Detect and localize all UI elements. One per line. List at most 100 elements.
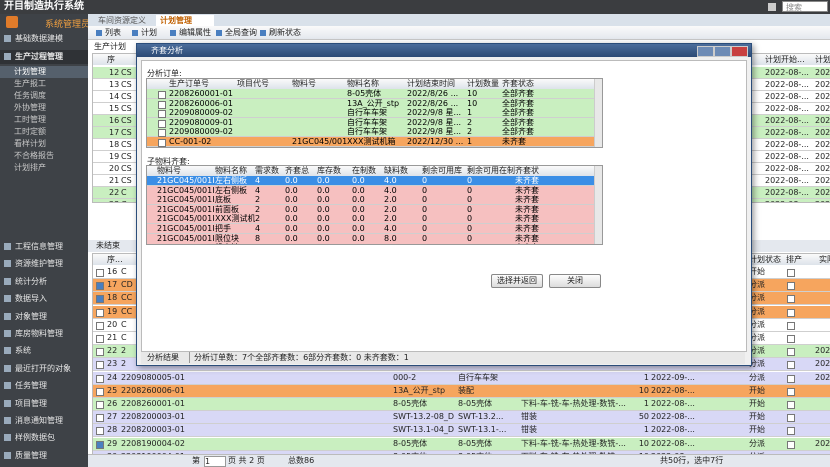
row-checkbox[interactable]: [158, 91, 166, 99]
schedule-checkbox[interactable]: [787, 440, 795, 449]
cell: 0: [422, 195, 428, 205]
row-checkbox[interactable]: [96, 453, 104, 454]
grid-row: 25 2208260006-01 13A_公开_stp 装配 10 2022-08-...…: [93, 384, 830, 398]
row-checkbox[interactable]: [158, 110, 166, 119]
table-row[interactable]: 2209080009-02 自行车车架 2022/9/8 星... 1 全部齐套: [147, 108, 594, 119]
cell: 未齐套: [515, 214, 539, 224]
row-checkbox[interactable]: [96, 348, 104, 357]
menu-item[interactable]: 任务管理: [0, 379, 88, 393]
toolbar-button[interactable]: 计划: [132, 27, 157, 39]
submenu-item[interactable]: 看样计划: [14, 139, 46, 148]
schedule-checkbox[interactable]: [787, 348, 795, 357]
row-checkbox[interactable]: [96, 361, 104, 370]
row-checkbox[interactable]: [96, 321, 104, 330]
schedule-checkbox[interactable]: [787, 401, 795, 409]
menu-item[interactable]: 系统: [0, 344, 88, 358]
menu-item[interactable]: 工程信息管理: [0, 240, 88, 254]
tab[interactable]: 车间资源定义: [98, 16, 146, 25]
cell: CS: [121, 140, 132, 149]
schedule-checkbox[interactable]: [787, 453, 795, 454]
submenu-item[interactable]: 工时管理: [14, 115, 46, 124]
table-row[interactable]: CC-001-02 21GC045/001...XXX测试机箱 2022/12/30…: [147, 137, 594, 147]
schedule-checkbox[interactable]: [787, 321, 795, 330]
minimize-button[interactable]: [697, 46, 714, 57]
menu-item[interactable]: 消息通知管理: [0, 414, 88, 428]
row-checkbox[interactable]: [158, 139, 166, 147]
menu-item[interactable]: 生产过程管理: [0, 50, 88, 64]
schedule-checkbox[interactable]: [787, 427, 795, 436]
schedule-checkbox[interactable]: [787, 414, 795, 423]
submenu-item[interactable]: 计划管理: [0, 66, 88, 78]
row-checkbox[interactable]: [96, 308, 104, 317]
row-checkbox[interactable]: [158, 129, 166, 138]
table-row[interactable]: 21GC045/001I-1左右侧板 4 0.0 0.0 0.0 4.0 0 0 未齐套: [147, 176, 594, 186]
row-checkbox[interactable]: [96, 401, 104, 409]
table-row[interactable]: 2209080009-02 自行车车架 2022/9/8 星... 2 全部齐套: [147, 127, 594, 138]
schedule-checkbox[interactable]: [787, 374, 795, 383]
schedule-checkbox[interactable]: [787, 269, 795, 277]
tab[interactable]: 计划管理: [156, 15, 214, 26]
menu-icon[interactable]: [768, 3, 776, 11]
row-checkbox[interactable]: [96, 374, 104, 383]
table-row[interactable]: 21GC045/001I-3底板 2 0.0 0.0 0.0 2.0 0 0 未齐套: [147, 195, 594, 206]
menu-item[interactable]: 样例数据包: [0, 431, 88, 445]
table-row[interactable]: 21GC045/001I-2左右侧板 4 0.0 0.0 0.0 4.0 0 0 未齐套: [147, 185, 594, 196]
table-row[interactable]: 21GC045/001I-5XXX测试机...2 0.0 0.0 0.0 2.0 0 0 未齐…: [147, 214, 594, 225]
table-row[interactable]: 2208260001-01 8-05壳体 2022/8/26 ... 10 全部齐套: [147, 89, 594, 99]
page-input[interactable]: 1: [204, 456, 226, 467]
cell: 2209080005-01: [121, 372, 185, 382]
schedule-checkbox[interactable]: [787, 361, 795, 370]
menu-item[interactable]: 数据导入: [0, 292, 88, 306]
table-row[interactable]: 21GC045/001I-4前面板 2 0.0 0.0 0.0 2.0 0 0 未齐套: [147, 204, 594, 215]
schedule-checkbox[interactable]: [787, 308, 795, 317]
row-number: 23: [109, 199, 119, 202]
row-checkbox[interactable]: [96, 295, 104, 304]
menu-item[interactable]: 最近打开的对象: [0, 362, 88, 376]
menu-item[interactable]: 库房物料管理: [0, 327, 88, 341]
cell: 2: [121, 346, 127, 356]
toolbar-button[interactable]: 编辑属性: [170, 27, 211, 39]
table-row[interactable]: 21GC045/001I-7把手 4 0.0 0.0 0.0 4.0 0 0 未齐套: [147, 224, 594, 234]
table-row[interactable]: 2208260006-01 13A_公开_stp 2022/8/26 ... 10 全部…: [147, 98, 594, 109]
column-header: 缺料数: [384, 166, 408, 175]
menu-item[interactable]: 对象管理: [0, 310, 88, 324]
row-checkbox[interactable]: [96, 269, 104, 277]
schedule-checkbox[interactable]: [787, 295, 795, 304]
dialog-button[interactable]: 关闭: [549, 274, 601, 288]
search-box[interactable]: 搜索: [782, 1, 828, 12]
menu-item[interactable]: 质量管理: [0, 449, 88, 463]
menu-item[interactable]: 基础数据建模: [0, 32, 88, 46]
close-button[interactable]: [731, 46, 748, 57]
row-checkbox[interactable]: [96, 427, 104, 436]
schedule-checkbox[interactable]: [787, 335, 795, 343]
cell: 全部齐套: [502, 127, 534, 137]
menu-item[interactable]: 项目管理: [0, 397, 88, 411]
table-row[interactable]: 2209080009-01 自行车车架 2022/9/8 星... 2 全部齐套: [147, 117, 594, 128]
user-name: 系统管理员: [45, 20, 88, 30]
row-checkbox[interactable]: [96, 440, 104, 449]
menu-item[interactable]: 统计分析: [0, 275, 88, 289]
row-checkbox[interactable]: [96, 414, 104, 423]
row-checkbox[interactable]: [96, 282, 104, 291]
submenu-item[interactable]: 工时定额: [14, 127, 46, 136]
toolbar-button[interactable]: 列表: [96, 27, 121, 39]
dialog-button[interactable]: 选择并返回: [491, 274, 543, 288]
maximize-button[interactable]: [714, 46, 731, 57]
row-checkbox[interactable]: [96, 335, 104, 343]
submenu-item[interactable]: 生产报工: [14, 79, 46, 88]
submenu-item[interactable]: 不合格报告: [14, 151, 54, 160]
row-checkbox[interactable]: [158, 119, 166, 128]
schedule-checkbox[interactable]: [787, 282, 795, 291]
toolbar-button[interactable]: 全局查询: [216, 27, 257, 39]
submenu-item[interactable]: 任务调度: [14, 91, 46, 100]
submenu-item[interactable]: 计划排产: [14, 163, 46, 172]
schedule-checkbox[interactable]: [787, 387, 795, 396]
row-checkbox[interactable]: [96, 387, 104, 396]
row-checkbox[interactable]: [158, 100, 166, 109]
submenu-item[interactable]: 外协管理: [14, 103, 46, 112]
menu-item[interactable]: 资源维护管理: [0, 257, 88, 271]
toolbar-button[interactable]: 刷新状态: [260, 27, 301, 39]
cell: 21GC045/001I-4: [157, 204, 215, 214]
